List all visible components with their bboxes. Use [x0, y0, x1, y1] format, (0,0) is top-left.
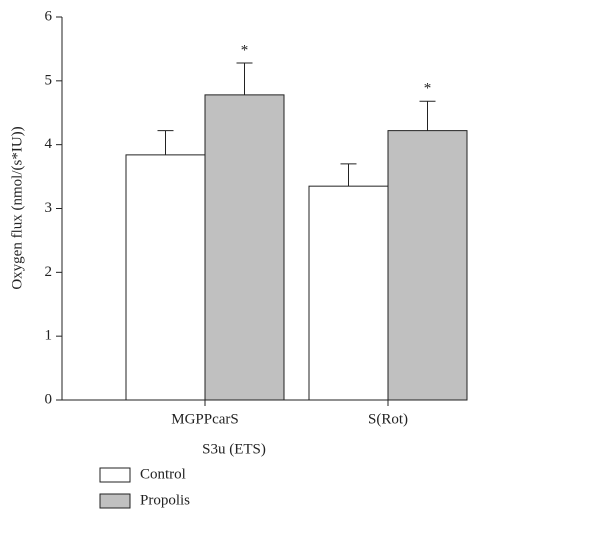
x-tick-label: MGPPcarS — [171, 411, 239, 427]
x-tick-label: S(Rot) — [368, 411, 408, 427]
error-bar — [340, 163, 357, 187]
error-bar — [157, 130, 174, 155]
y-tick-label: 6 — [45, 8, 53, 24]
legend-swatch — [99, 467, 131, 483]
y-tick-label: 5 — [45, 72, 53, 88]
error-bar — [236, 62, 253, 95]
y-tick-label: 4 — [45, 136, 53, 152]
bar — [308, 185, 389, 401]
y-axis-label: Oxygen flux (nmol/(s*IU)) — [9, 126, 25, 289]
legend-swatch — [99, 493, 131, 509]
legend-label: Control — [140, 466, 186, 482]
y-tick-label: 1 — [45, 328, 53, 344]
error-bar — [419, 100, 436, 131]
bar — [125, 154, 206, 401]
y-tick-label: 3 — [45, 200, 53, 216]
y-tick-label: 0 — [45, 391, 53, 407]
y-tick-label: 2 — [45, 264, 53, 280]
bar — [204, 94, 285, 401]
legend-label: Propolis — [140, 492, 190, 508]
x-axis-label: S3u (ETS) — [202, 441, 266, 457]
bar — [387, 130, 468, 401]
annotation: * — [424, 81, 432, 97]
annotation: * — [241, 42, 249, 58]
